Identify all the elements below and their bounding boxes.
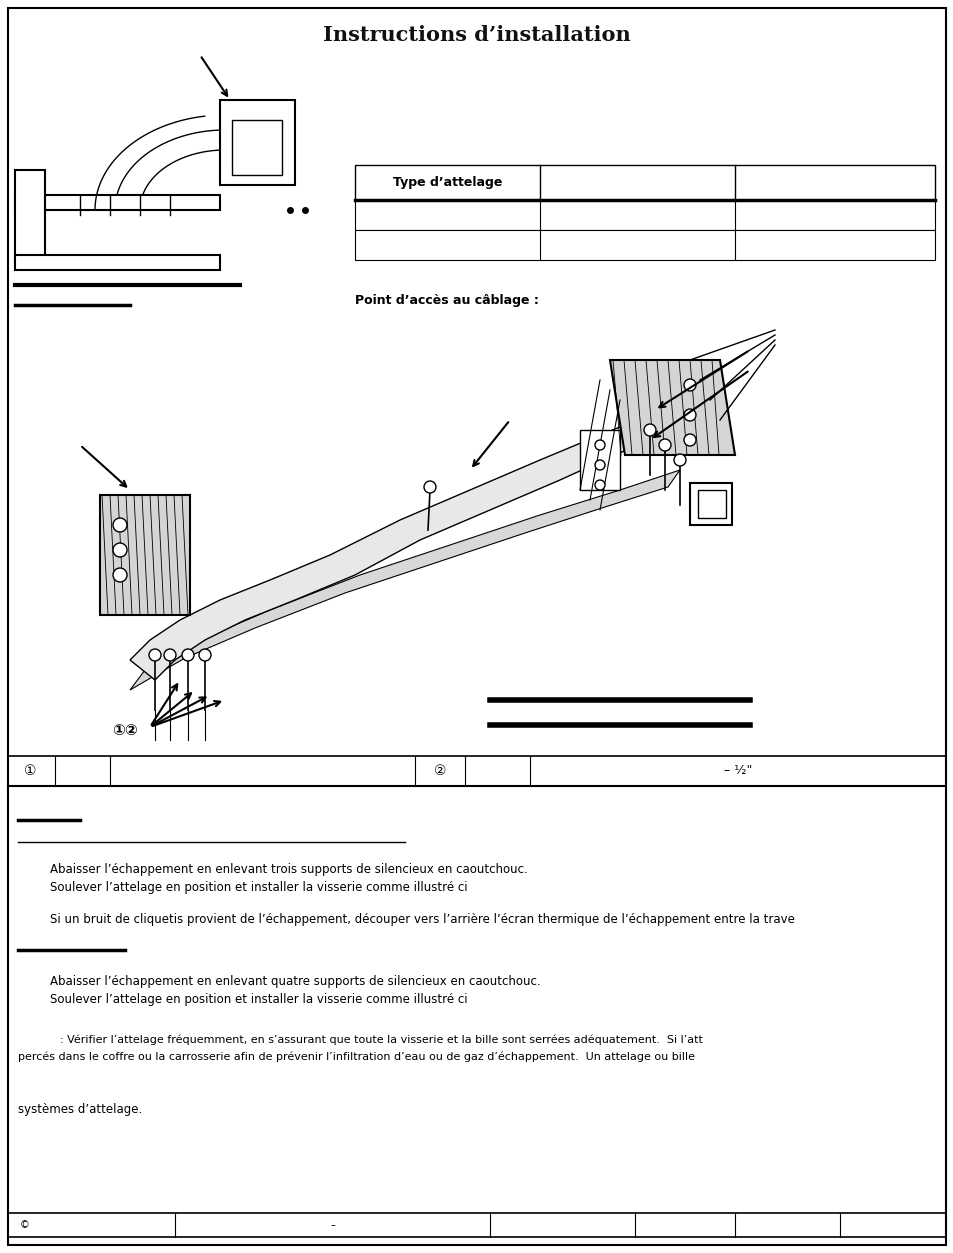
Text: Abaisser l’échappement en enlevant quatre supports de silencieux en caoutchouc.: Abaisser l’échappement en enlevant quatr… <box>50 976 540 989</box>
Circle shape <box>595 480 604 490</box>
Bar <box>698 490 725 517</box>
Bar <box>232 120 282 175</box>
Text: Instructions d’installation: Instructions d’installation <box>323 25 630 45</box>
Text: systèmes d’attelage.: systèmes d’attelage. <box>18 1104 142 1116</box>
Circle shape <box>149 649 161 662</box>
Text: ①: ① <box>24 764 36 778</box>
Bar <box>220 100 294 185</box>
Text: percés dans le coffre ou la carrosserie afin de prévenir l’infiltration d’eau ou: percés dans le coffre ou la carrosserie … <box>18 1051 695 1063</box>
Polygon shape <box>15 256 220 269</box>
Text: ©: © <box>20 1220 30 1230</box>
Circle shape <box>112 517 127 533</box>
Circle shape <box>164 649 175 662</box>
Text: ①②: ①② <box>112 723 138 738</box>
Text: Point d’accès au câblage :: Point d’accès au câblage : <box>355 293 538 307</box>
Polygon shape <box>579 430 619 490</box>
Bar <box>689 482 731 525</box>
Circle shape <box>199 649 211 662</box>
Circle shape <box>683 434 696 446</box>
Circle shape <box>182 649 193 662</box>
Bar <box>100 495 190 615</box>
Text: Soulever l’attelage en position et installer la visserie comme illustré ci: Soulever l’attelage en position et insta… <box>50 994 467 1006</box>
Polygon shape <box>115 130 225 211</box>
Text: Abaisser l’échappement en enlevant trois supports de silencieux en caoutchouc.: Abaisser l’échappement en enlevant trois… <box>50 863 527 877</box>
Polygon shape <box>609 360 734 455</box>
Circle shape <box>595 440 604 450</box>
Bar <box>355 200 934 231</box>
Text: : Vérifier l’attelage fréquemment, en s’assurant que toute la visserie et la bil: : Vérifier l’attelage fréquemment, en s’… <box>18 1035 702 1045</box>
Polygon shape <box>15 170 45 261</box>
Circle shape <box>683 408 696 421</box>
Circle shape <box>423 481 436 492</box>
Text: Type d’attelage: Type d’attelage <box>393 175 501 189</box>
Text: Si un bruit de cliquetis provient de l’échappement, découper vers l’arrière l’éc: Si un bruit de cliquetis provient de l’é… <box>50 913 794 926</box>
Circle shape <box>659 439 670 451</box>
Text: –: – <box>331 1220 335 1230</box>
Circle shape <box>595 460 604 470</box>
Text: Soulever l’attelage en position et installer la visserie comme illustré ci: Soulever l’attelage en position et insta… <box>50 882 467 895</box>
Polygon shape <box>130 470 679 690</box>
Circle shape <box>643 424 656 436</box>
Text: ②: ② <box>434 764 446 778</box>
Circle shape <box>112 568 127 581</box>
Polygon shape <box>15 195 220 211</box>
Circle shape <box>112 543 127 558</box>
Text: – ½": – ½" <box>723 764 751 778</box>
Polygon shape <box>130 400 695 680</box>
Circle shape <box>683 378 696 391</box>
Circle shape <box>673 454 685 466</box>
Bar <box>355 165 934 200</box>
Bar <box>355 231 934 261</box>
